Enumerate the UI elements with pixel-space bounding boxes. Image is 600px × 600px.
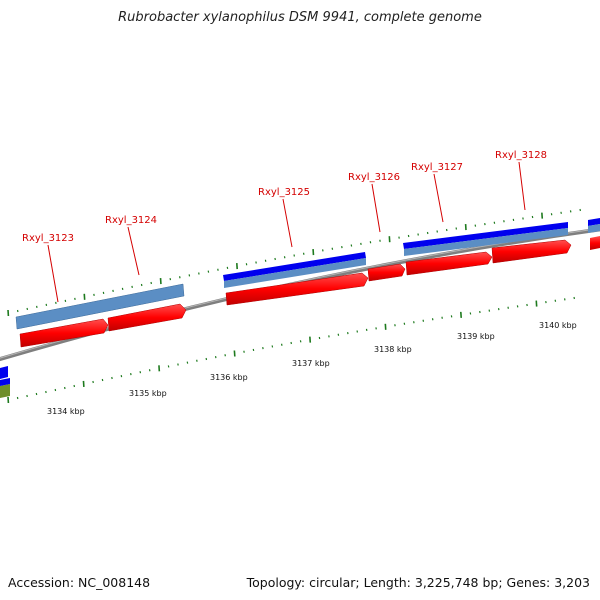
gene-labels: Rxyl_3123 Rxyl_3124 Rxyl_3125 Rxyl_3126 …: [22, 150, 547, 244]
feature-blue-small[interactable]: [0, 378, 10, 386]
reverse-strand-genes: [19, 236, 600, 348]
forward-strand-features: [0, 218, 600, 379]
tick-marks: [7, 208, 581, 404]
position-label: 3134 kbp: [47, 407, 85, 416]
genome-title: Rubrobacter xylanophilus DSM 9941, compl…: [118, 10, 482, 25]
gene-label[interactable]: Rxyl_3125: [258, 187, 310, 198]
gene-bar-rxyl-3125[interactable]: [224, 258, 366, 288]
feature-blue-bar[interactable]: [0, 366, 8, 379]
gene-arrow-rxyl-3124[interactable]: [107, 303, 187, 332]
gene-arrow-rxyl-3123[interactable]: [19, 318, 109, 348]
position-label: 3135 kbp: [129, 389, 167, 398]
position-label: 3138 kbp: [374, 345, 412, 354]
gene-arrow-rxyl-3126[interactable]: [367, 263, 406, 282]
position-label: 3139 kbp: [457, 332, 495, 341]
position-labels: 3134 kbp 3135 kbp 3136 kbp 3137 kbp 3138…: [47, 321, 577, 416]
feature-blue-bar[interactable]: [403, 222, 568, 249]
feature-blue-bar[interactable]: [588, 218, 600, 226]
gene-bar-rxyl-3127[interactable]: [404, 228, 568, 256]
gene-arrow-rxyl-3127[interactable]: [405, 251, 493, 276]
gene-arrow-rxyl-3125[interactable]: [225, 272, 369, 306]
gene-label[interactable]: Rxyl_3128: [495, 150, 547, 161]
feature-olive-bar[interactable]: [0, 384, 10, 398]
gene-label-leaders: [47, 161, 526, 303]
gene-label[interactable]: Rxyl_3127: [411, 162, 463, 173]
gene-arrow-edge[interactable]: [590, 236, 600, 250]
gene-label[interactable]: Rxyl_3123: [22, 233, 74, 244]
position-label: 3140 kbp: [539, 321, 577, 330]
topology-label: Topology: circular; Length: 3,225,748 bp…: [246, 575, 590, 590]
gene-arrow-rxyl-3128[interactable]: [491, 239, 572, 264]
position-label: 3137 kbp: [292, 359, 330, 368]
gene-bar-edge[interactable]: [588, 224, 600, 233]
forward-strand-genes: [15, 224, 600, 330]
gene-label[interactable]: Rxyl_3124: [105, 215, 157, 226]
position-label: 3136 kbp: [210, 373, 248, 382]
feature-blue-bar[interactable]: [223, 252, 366, 281]
gene-bar-rxyl-3123[interactable]: [15, 283, 185, 330]
accession-label: Accession: NC_008148: [8, 575, 151, 590]
gene-label[interactable]: Rxyl_3126: [348, 172, 400, 183]
